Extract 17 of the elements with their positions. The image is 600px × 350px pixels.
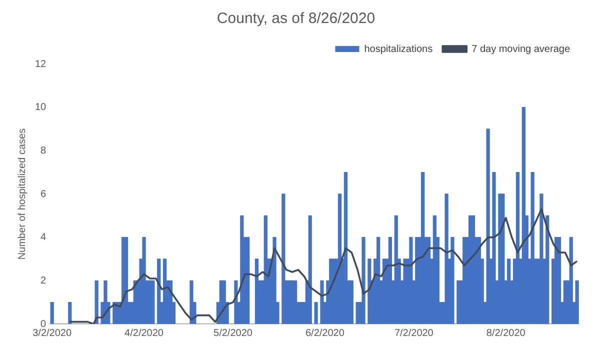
y-tick-label: 8	[40, 145, 47, 156]
y-tick-label: 6	[40, 188, 47, 200]
y-tick-label: 4	[40, 232, 47, 244]
y-axis-title: Number of hospitalized cases	[16, 128, 28, 260]
x-tick-label: 4/2/2020	[124, 328, 164, 339]
x-tick-label: 5/2/2020	[214, 328, 253, 339]
legend-label: hospitalizations	[364, 44, 433, 55]
y-tick-label: 10	[35, 102, 47, 114]
x-tick-label: 8/2/2020	[486, 328, 526, 339]
x-tick-label: 6/2/2020	[305, 328, 345, 339]
legend-label: 7 day moving average	[472, 44, 570, 55]
chart-title: County, as of 8/26/2020	[216, 10, 376, 28]
x-tick-label: 3/2/2020	[32, 328, 72, 339]
y-tick-label: 0	[40, 318, 47, 330]
y-tick-label: 2	[40, 275, 47, 286]
y-tick-label: 12	[35, 58, 47, 70]
x-tick-label: 7/2/2020	[394, 328, 434, 339]
